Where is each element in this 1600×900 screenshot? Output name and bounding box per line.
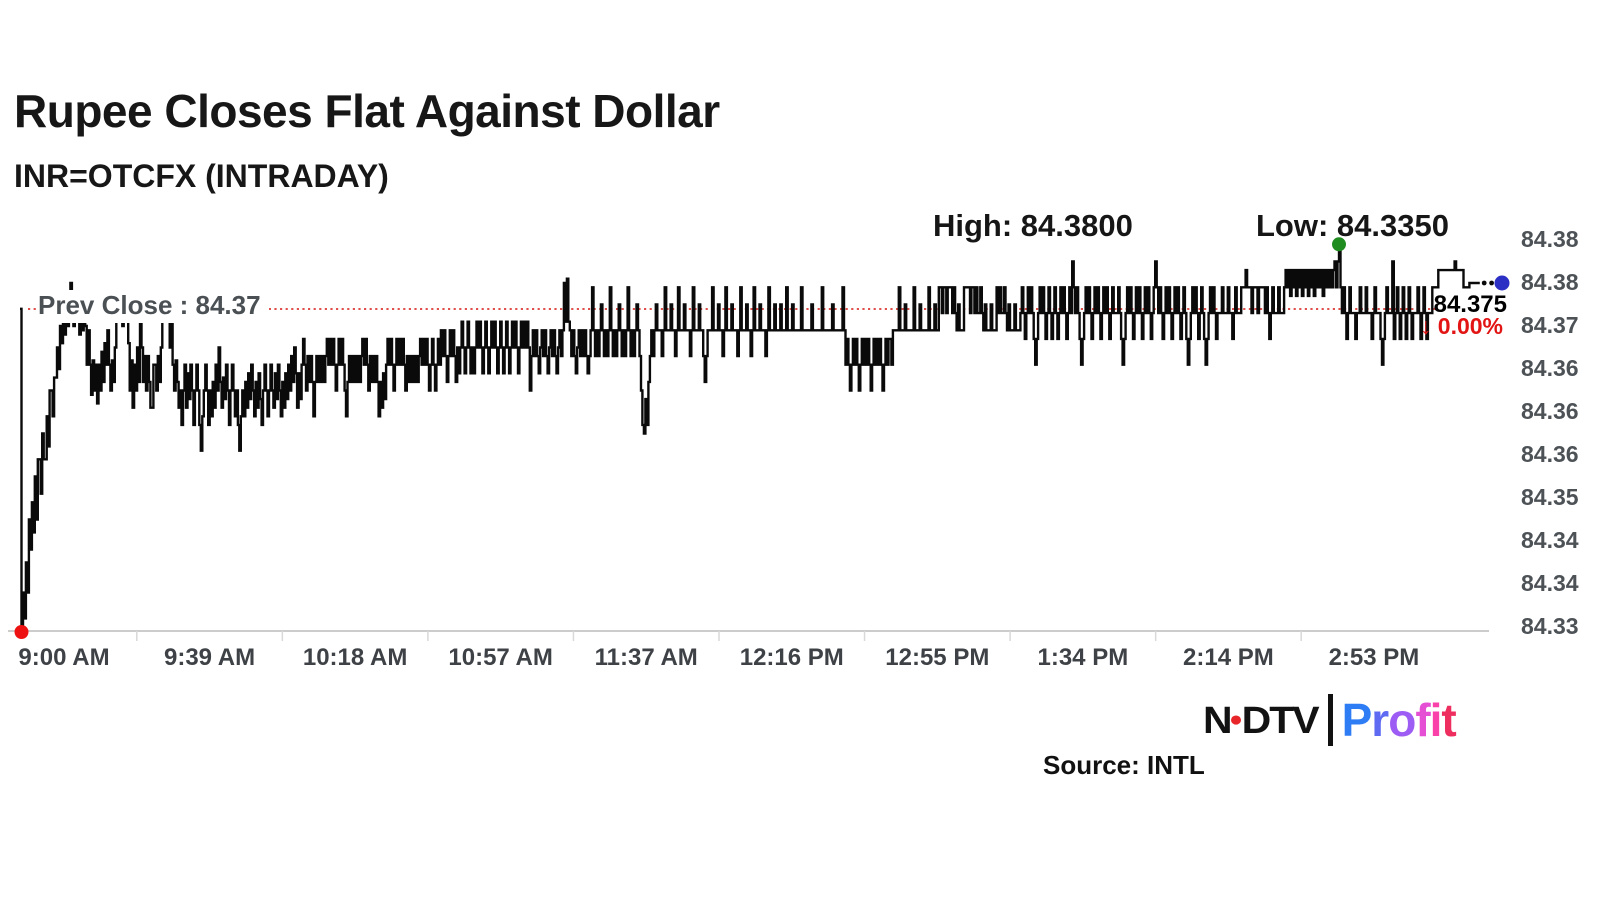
x-axis-ticks xyxy=(136,631,1302,641)
low-annotation: Low: 84.3350 xyxy=(1256,208,1449,243)
source-label: Source: INTL xyxy=(1043,750,1205,780)
profit-letter: P xyxy=(1341,694,1373,746)
last-price-label: 84.375 xyxy=(1433,291,1507,318)
y-axis-label: 84.36 xyxy=(1521,355,1579,381)
ndtv-logo-dot-icon xyxy=(1230,714,1241,724)
profit-letter: f xyxy=(1415,694,1430,746)
tail-dot xyxy=(1489,280,1494,286)
y-axis-label: 84.34 xyxy=(1521,527,1579,553)
x-axis-label: 10:57 AM xyxy=(448,644,553,671)
y-axis-label: 84.35 xyxy=(1521,484,1579,510)
prev-close-label: Prev Close : 84.37 xyxy=(36,290,269,323)
y-axis-label: 84.38 xyxy=(1521,226,1579,252)
profit-letter: o xyxy=(1388,694,1416,746)
ndtv-logo-text: N DTV xyxy=(1203,698,1320,741)
x-axis-label: 9:39 AM xyxy=(163,644,256,671)
change-percent: 0.00% xyxy=(1437,313,1503,339)
profit-letter: r xyxy=(1371,694,1389,746)
y-axis-label: 84.36 xyxy=(1521,398,1579,424)
price-line xyxy=(20,238,1480,629)
change-label: ↓ 0.00% xyxy=(1403,313,1503,340)
page-title: Rupee Closes Flat Against Dollar xyxy=(14,85,720,137)
y-axis-label: 84.36 xyxy=(1521,441,1579,467)
profit-letter: t xyxy=(1441,694,1456,746)
y-axis-label: 84.37 xyxy=(1521,312,1579,338)
chart-subtitle: INR=OTCFX (INTRADAY) xyxy=(14,158,389,194)
high-annotation: High: 84.3800 xyxy=(933,208,1133,243)
ndtv-profit-logo: N DTV Profit xyxy=(1203,692,1457,748)
x-axis-label: 2:53 PM xyxy=(1328,644,1420,671)
x-axis-label: 12:55 PM xyxy=(885,644,990,671)
tail-dot xyxy=(1481,280,1487,286)
x-axis-label: 10:18 AM xyxy=(302,644,408,671)
last-price-marker-icon xyxy=(1494,275,1510,291)
down-arrow-icon: ↓ xyxy=(1419,313,1432,339)
profit-logo-text: Profit xyxy=(1341,693,1457,747)
low-point-marker-icon xyxy=(14,625,29,639)
line-tail-dots xyxy=(1481,280,1494,286)
x-axis-label: 1:34 PM xyxy=(1037,644,1129,671)
x-axis-label: 11:37 AM xyxy=(594,644,698,671)
profit-letter: i xyxy=(1429,694,1443,746)
y-axis-label: 84.33 xyxy=(1521,613,1579,639)
y-axis-label: 84.38 xyxy=(1521,269,1579,295)
logo-separator xyxy=(1327,694,1333,746)
x-axis-label: 12:16 PM xyxy=(739,644,844,671)
high-point-marker-icon xyxy=(1332,237,1346,252)
x-axis-label: 2:14 PM xyxy=(1183,644,1274,671)
y-axis-label: 84.34 xyxy=(1521,570,1579,596)
x-axis-label: 9:00 AM xyxy=(18,644,110,671)
